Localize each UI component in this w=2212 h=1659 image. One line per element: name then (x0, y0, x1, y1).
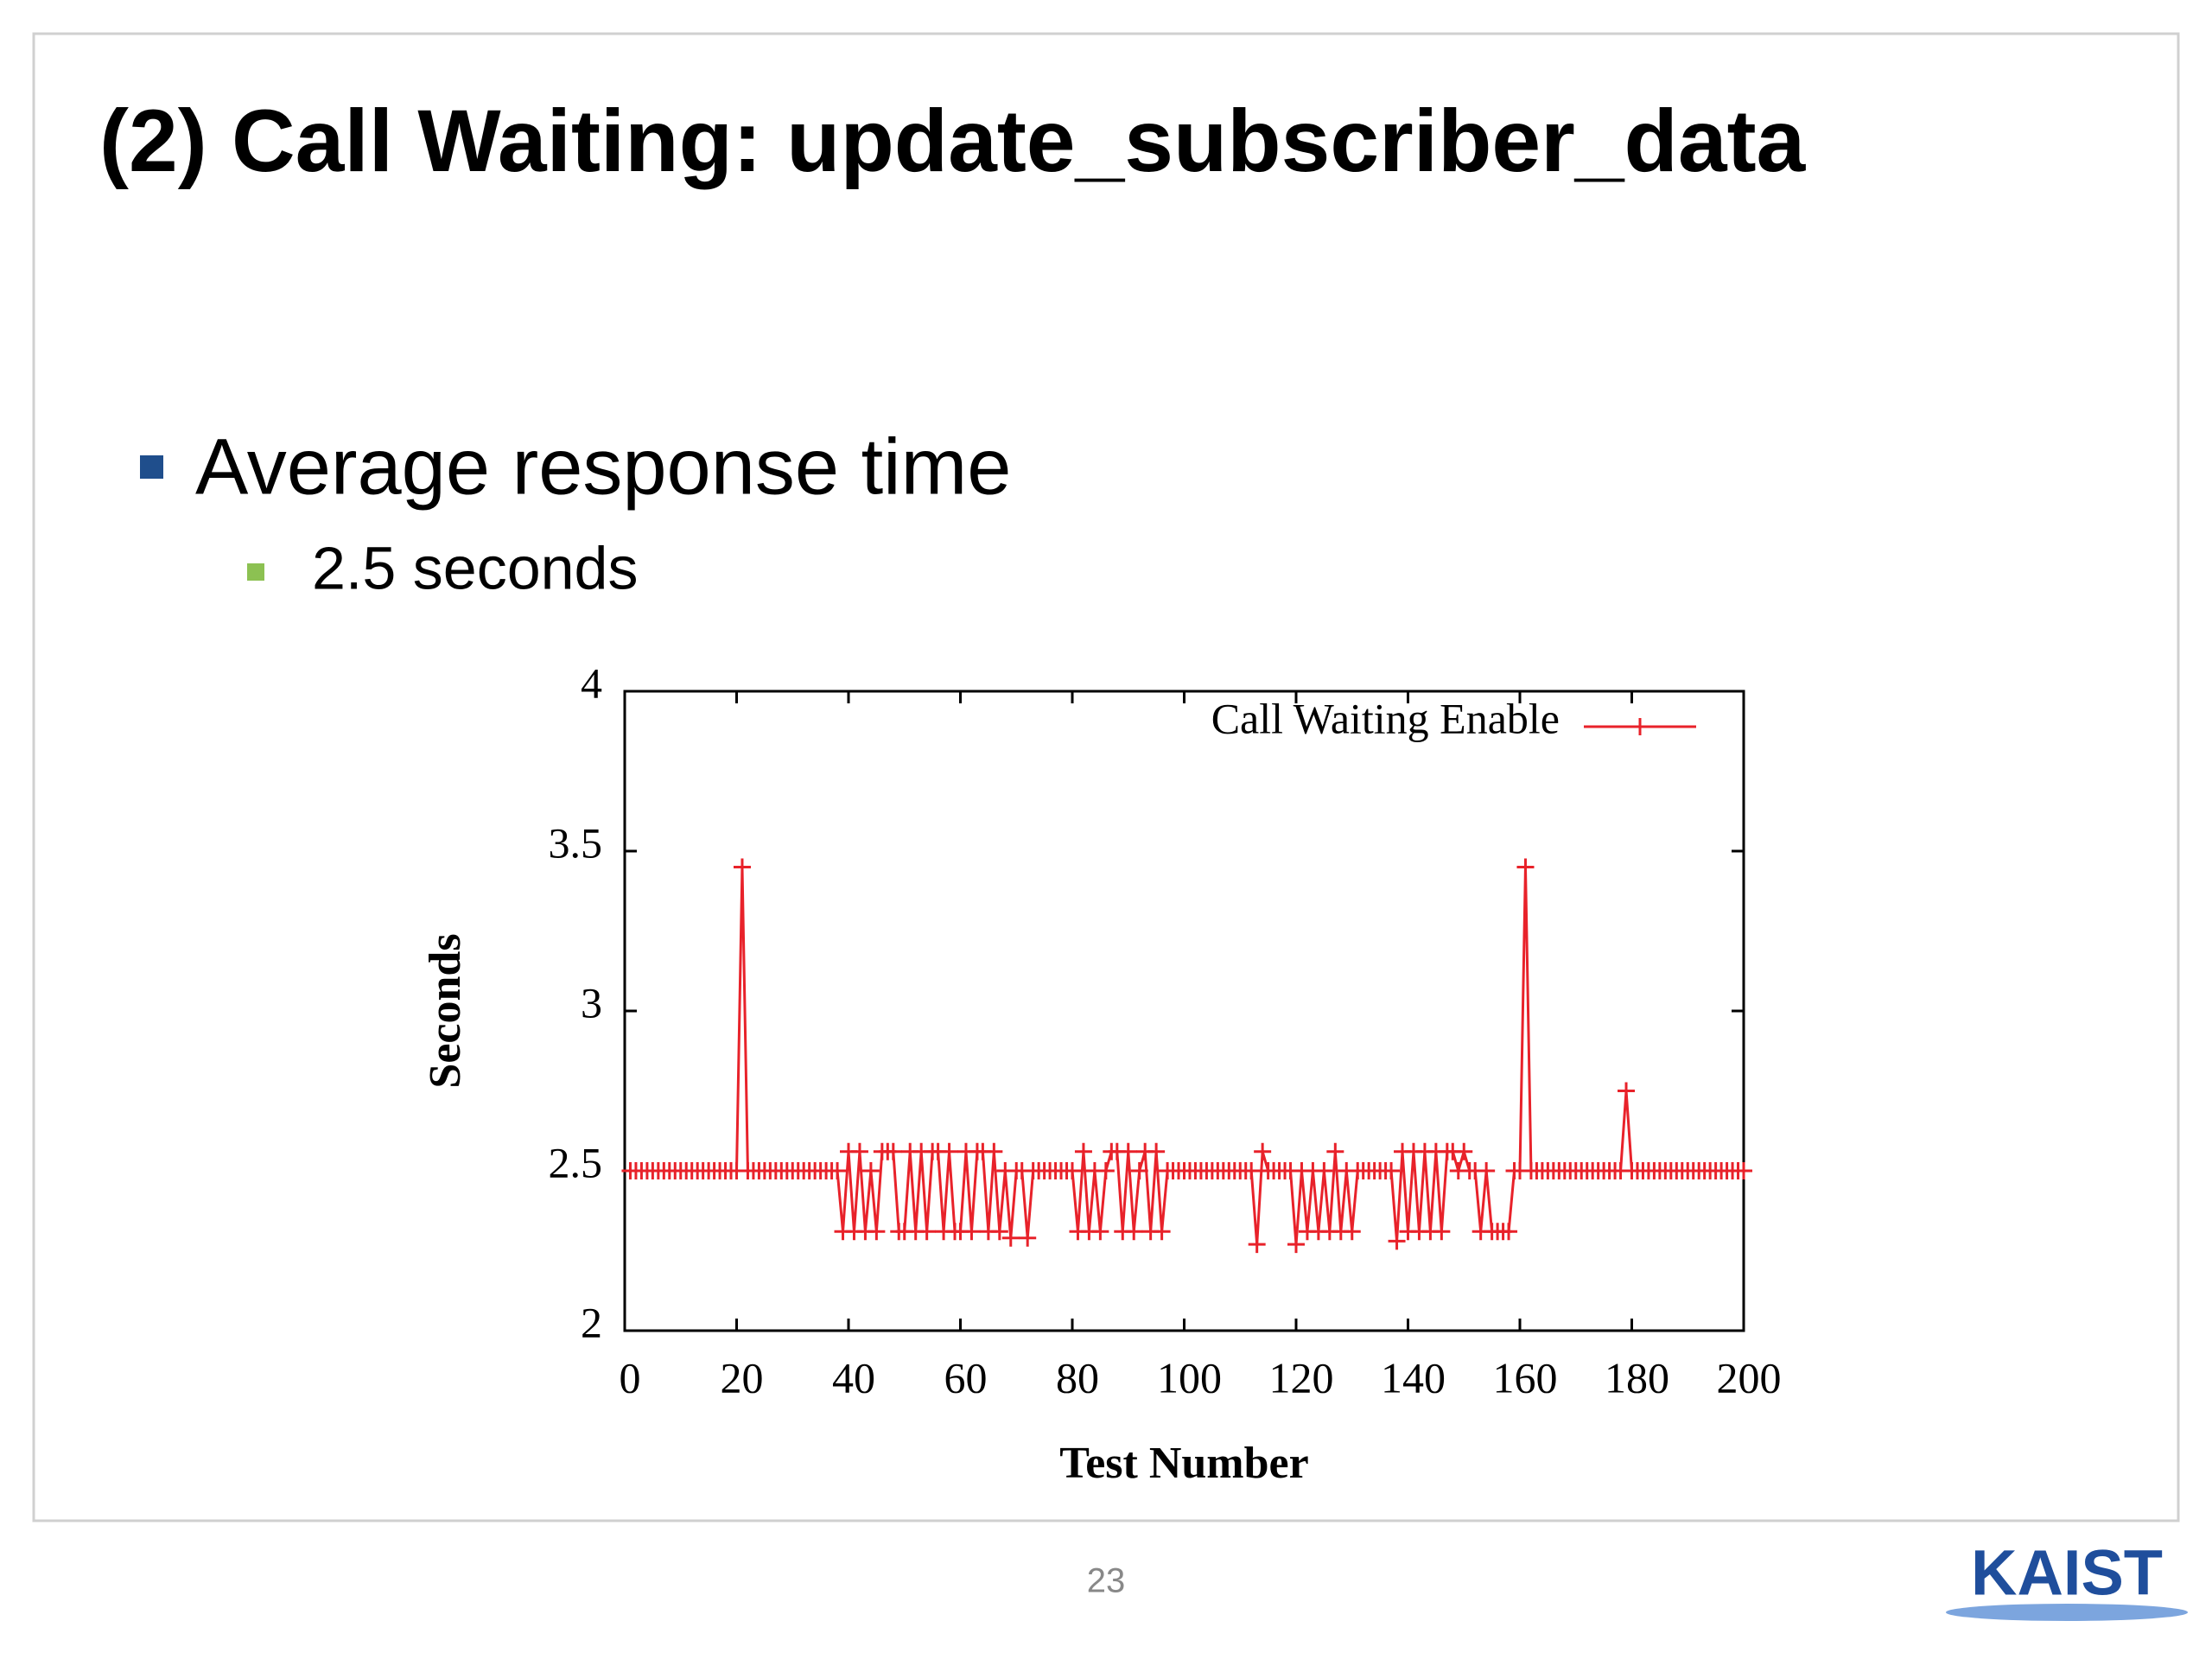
point-marker (1388, 1232, 1406, 1250)
logo-swoosh (1946, 1604, 2188, 1621)
x-tick-label: 100 (1157, 1353, 1222, 1402)
logo: KAIST (1971, 1537, 2163, 1609)
point-marker (1147, 1142, 1166, 1160)
point-marker (829, 1162, 847, 1179)
x-tick-label: 0 (620, 1353, 641, 1402)
point-marker (733, 858, 751, 876)
point-marker (1455, 1142, 1473, 1160)
point-marker (963, 1223, 981, 1241)
point-marker (1287, 1236, 1305, 1254)
point-marker (1326, 1142, 1344, 1160)
chart: 22.533.540 20 40 60 80 100 120 140 160 180 200Test… (421, 658, 1782, 1487)
legend-marker (1631, 718, 1649, 735)
x-tick-label: 200 (1717, 1353, 1782, 1402)
point-marker (850, 1142, 868, 1160)
point-marker (985, 1142, 1003, 1160)
y-tick-label: 3.5 (549, 818, 603, 867)
point-marker (1019, 1229, 1037, 1247)
point-marker (1254, 1142, 1272, 1160)
point-marker (1248, 1236, 1266, 1254)
point-marker (1516, 858, 1535, 876)
sub-bullet-icon (247, 563, 264, 581)
point-marker (1153, 1223, 1171, 1241)
x-tick-label: 120 (1269, 1353, 1334, 1402)
point-marker (990, 1223, 1008, 1241)
y-axis-label: Seconds (421, 933, 470, 1088)
point-marker (1735, 1162, 1752, 1179)
point-marker (940, 1142, 958, 1160)
page-number: 23 (1087, 1562, 1126, 1600)
point-marker (1130, 1162, 1148, 1179)
y-tick-label: 3 (581, 978, 602, 1027)
point-marker (884, 1142, 902, 1160)
x-tick-label: 180 (1605, 1353, 1669, 1402)
point-marker (1343, 1223, 1361, 1241)
x-tick-label: 60 (944, 1353, 988, 1402)
point-marker (1001, 1229, 1020, 1247)
point-marker (1091, 1223, 1109, 1241)
point-marker (861, 1162, 880, 1179)
y-tick-label: 4 (581, 658, 602, 707)
x-tick-label: 20 (721, 1353, 764, 1402)
point-marker (1433, 1223, 1451, 1241)
slide-title: (2) Call Waiting: update_subscriber_data (99, 92, 1807, 190)
bullet-icon (140, 455, 163, 479)
point-marker (1315, 1162, 1333, 1179)
bullet-text: Average response time (195, 423, 1011, 511)
slide-frame (32, 32, 2180, 1522)
point-marker (868, 1223, 886, 1241)
x-tick-label: 80 (1056, 1353, 1099, 1402)
sub-bullet-text: 2.5 seconds (312, 534, 638, 601)
x-tick-label: 140 (1381, 1353, 1446, 1402)
point-marker (1382, 1162, 1401, 1179)
point-marker (1064, 1162, 1081, 1179)
y-tick-label: 2.5 (549, 1138, 603, 1186)
point-marker (1243, 1162, 1261, 1179)
x-axis-label: Test Number (1059, 1439, 1308, 1488)
point-marker (1478, 1162, 1496, 1179)
point-marker (1096, 1162, 1115, 1179)
point-marker (1074, 1142, 1092, 1160)
point-marker (1618, 1082, 1636, 1100)
y-tick-label: 2 (581, 1298, 602, 1346)
point-marker (918, 1223, 936, 1241)
point-marker (1125, 1223, 1143, 1241)
point-marker (1119, 1142, 1137, 1160)
x-tick-label: 40 (832, 1353, 875, 1402)
x-tick-label: 160 (1493, 1353, 1558, 1402)
legend-label: Call Waiting Enable (1211, 694, 1560, 742)
point-marker (1500, 1223, 1518, 1241)
